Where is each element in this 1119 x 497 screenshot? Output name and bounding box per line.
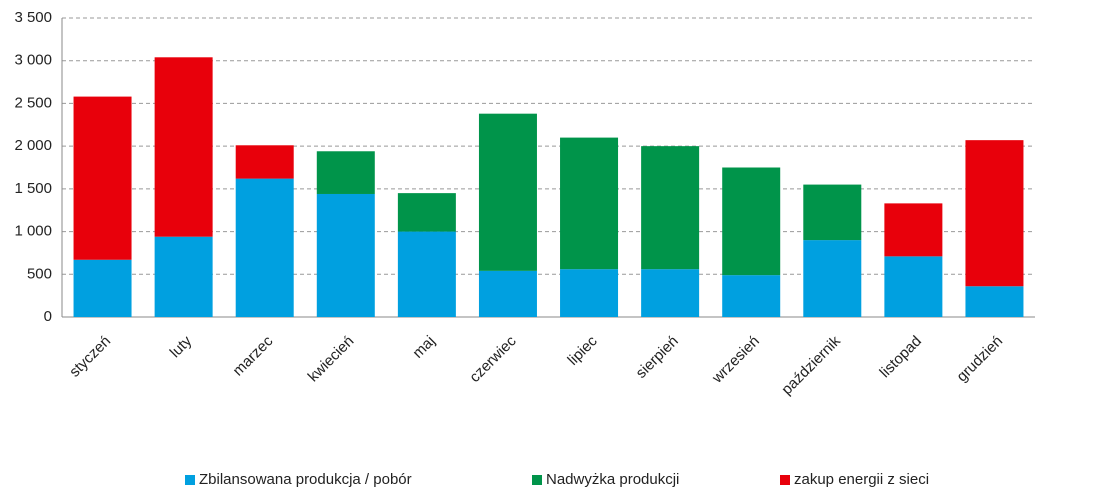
- bar-segment: [560, 137, 619, 270]
- bar-segment: [803, 240, 862, 317]
- bar-segment: [73, 96, 132, 260]
- y-tick-label: 1 000: [14, 223, 52, 240]
- bar-segment: [884, 203, 943, 257]
- y-tick-label: 3 000: [14, 52, 52, 69]
- y-tick-label: 0: [44, 308, 52, 325]
- bar-segment: [397, 231, 456, 317]
- y-tick-label: 3 500: [14, 9, 52, 26]
- bar-segment: [722, 167, 781, 276]
- bar-segment: [154, 57, 213, 237]
- bar-segment: [397, 193, 456, 232]
- bar-segment: [641, 146, 700, 270]
- x-tick-label: wrzesień: [708, 333, 763, 388]
- bar-segment: [478, 113, 537, 271]
- bar-segment: [722, 275, 781, 317]
- x-tick-label: styczeń: [66, 333, 114, 381]
- bar-segment: [641, 269, 700, 317]
- bar-segment: [154, 236, 213, 317]
- y-tick-label: 500: [27, 265, 52, 282]
- bar-segment: [884, 256, 943, 317]
- x-tick-label: lipiec: [564, 332, 601, 369]
- x-tick-label: grudzień: [953, 333, 1006, 386]
- bar-segment: [235, 145, 294, 179]
- x-tick-label: październik: [778, 332, 844, 398]
- bar-segment: [316, 151, 375, 194]
- legend-label: zakup energii z sieci: [794, 471, 929, 488]
- y-tick-label: 2 000: [14, 137, 52, 154]
- legend-label: Nadwyżka produkcji: [546, 471, 679, 488]
- x-tick-label: maj: [409, 333, 438, 362]
- x-tick-label: kwiecień: [305, 333, 358, 386]
- y-tick-label: 1 500: [14, 180, 52, 197]
- x-tick-label: listopad: [876, 333, 925, 382]
- legend-swatch: [780, 475, 790, 485]
- bar-segment: [803, 184, 862, 241]
- bar-segment: [73, 259, 132, 317]
- bar-segment: [560, 269, 619, 317]
- bar-segment: [965, 286, 1024, 317]
- y-tick-label: 2 500: [14, 94, 52, 111]
- legend-swatch: [185, 475, 195, 485]
- bar-segment: [965, 140, 1024, 287]
- legend-swatch: [532, 475, 542, 485]
- x-tick-label: sierpień: [633, 333, 682, 382]
- bar-segment: [235, 178, 294, 317]
- legend-label: Zbilansowana produkcja / pobór: [199, 471, 412, 488]
- bar-segment: [478, 270, 537, 317]
- x-tick-label: luty: [167, 332, 196, 361]
- x-tick-label: marzec: [230, 332, 277, 379]
- x-tick-label: czerwiec: [466, 332, 520, 386]
- bar-segment: [316, 193, 375, 317]
